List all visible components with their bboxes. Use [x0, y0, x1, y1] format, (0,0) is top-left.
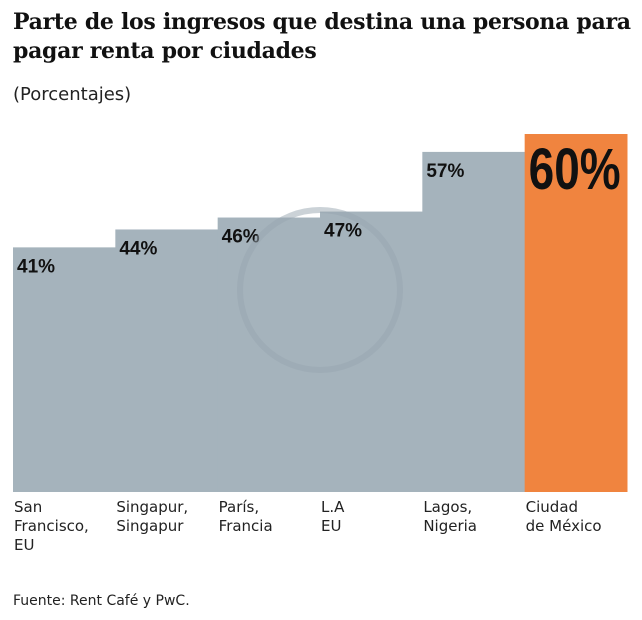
- source-note: Fuente: Rent Café y PwC.: [13, 593, 190, 609]
- category-label-line: Ciudad: [525, 498, 579, 516]
- category-label-line: Lagos,: [423, 498, 473, 516]
- category-label: L.A EU: [321, 498, 344, 536]
- category-label: Singapur, Singapur: [116, 498, 188, 536]
- category-label-line: de México: [525, 517, 602, 535]
- category-label-line: París,: [218, 498, 260, 516]
- data-label: 46%: [222, 227, 260, 248]
- category-label-line: Singapur: [116, 517, 184, 535]
- category-label-line: L.A: [321, 498, 345, 516]
- category-label-line: San: [14, 498, 43, 516]
- data-label: 47%: [324, 221, 362, 242]
- category-label-line: Nigeria: [423, 517, 477, 535]
- chart-title: Parte de los ingresos que destina una pe…: [13, 9, 631, 64]
- category-label-line: Singapur,: [116, 498, 189, 516]
- watermark-logo: [237, 207, 403, 373]
- bar: [13, 247, 116, 492]
- category-label-line: EU: [14, 536, 35, 554]
- chart-subtitle: (Porcentajes): [13, 84, 132, 105]
- data-label: 41%: [17, 256, 55, 277]
- bar: [524, 134, 628, 492]
- category-label: París, Francia: [219, 498, 273, 536]
- data-label: 44%: [119, 238, 157, 259]
- category-label-line: Francia: [218, 517, 273, 535]
- data-label: 57%: [426, 161, 464, 182]
- data-label: 60%: [529, 137, 621, 202]
- category-label: Ciudad de México: [526, 498, 602, 536]
- category-label-line: EU: [321, 517, 342, 535]
- bar: [422, 151, 526, 492]
- category-label: Lagos, Nigeria: [423, 498, 477, 536]
- bar: [115, 229, 219, 492]
- category-label: San Francisco, EU: [14, 498, 89, 555]
- category-label-line: Francisco,: [14, 517, 89, 535]
